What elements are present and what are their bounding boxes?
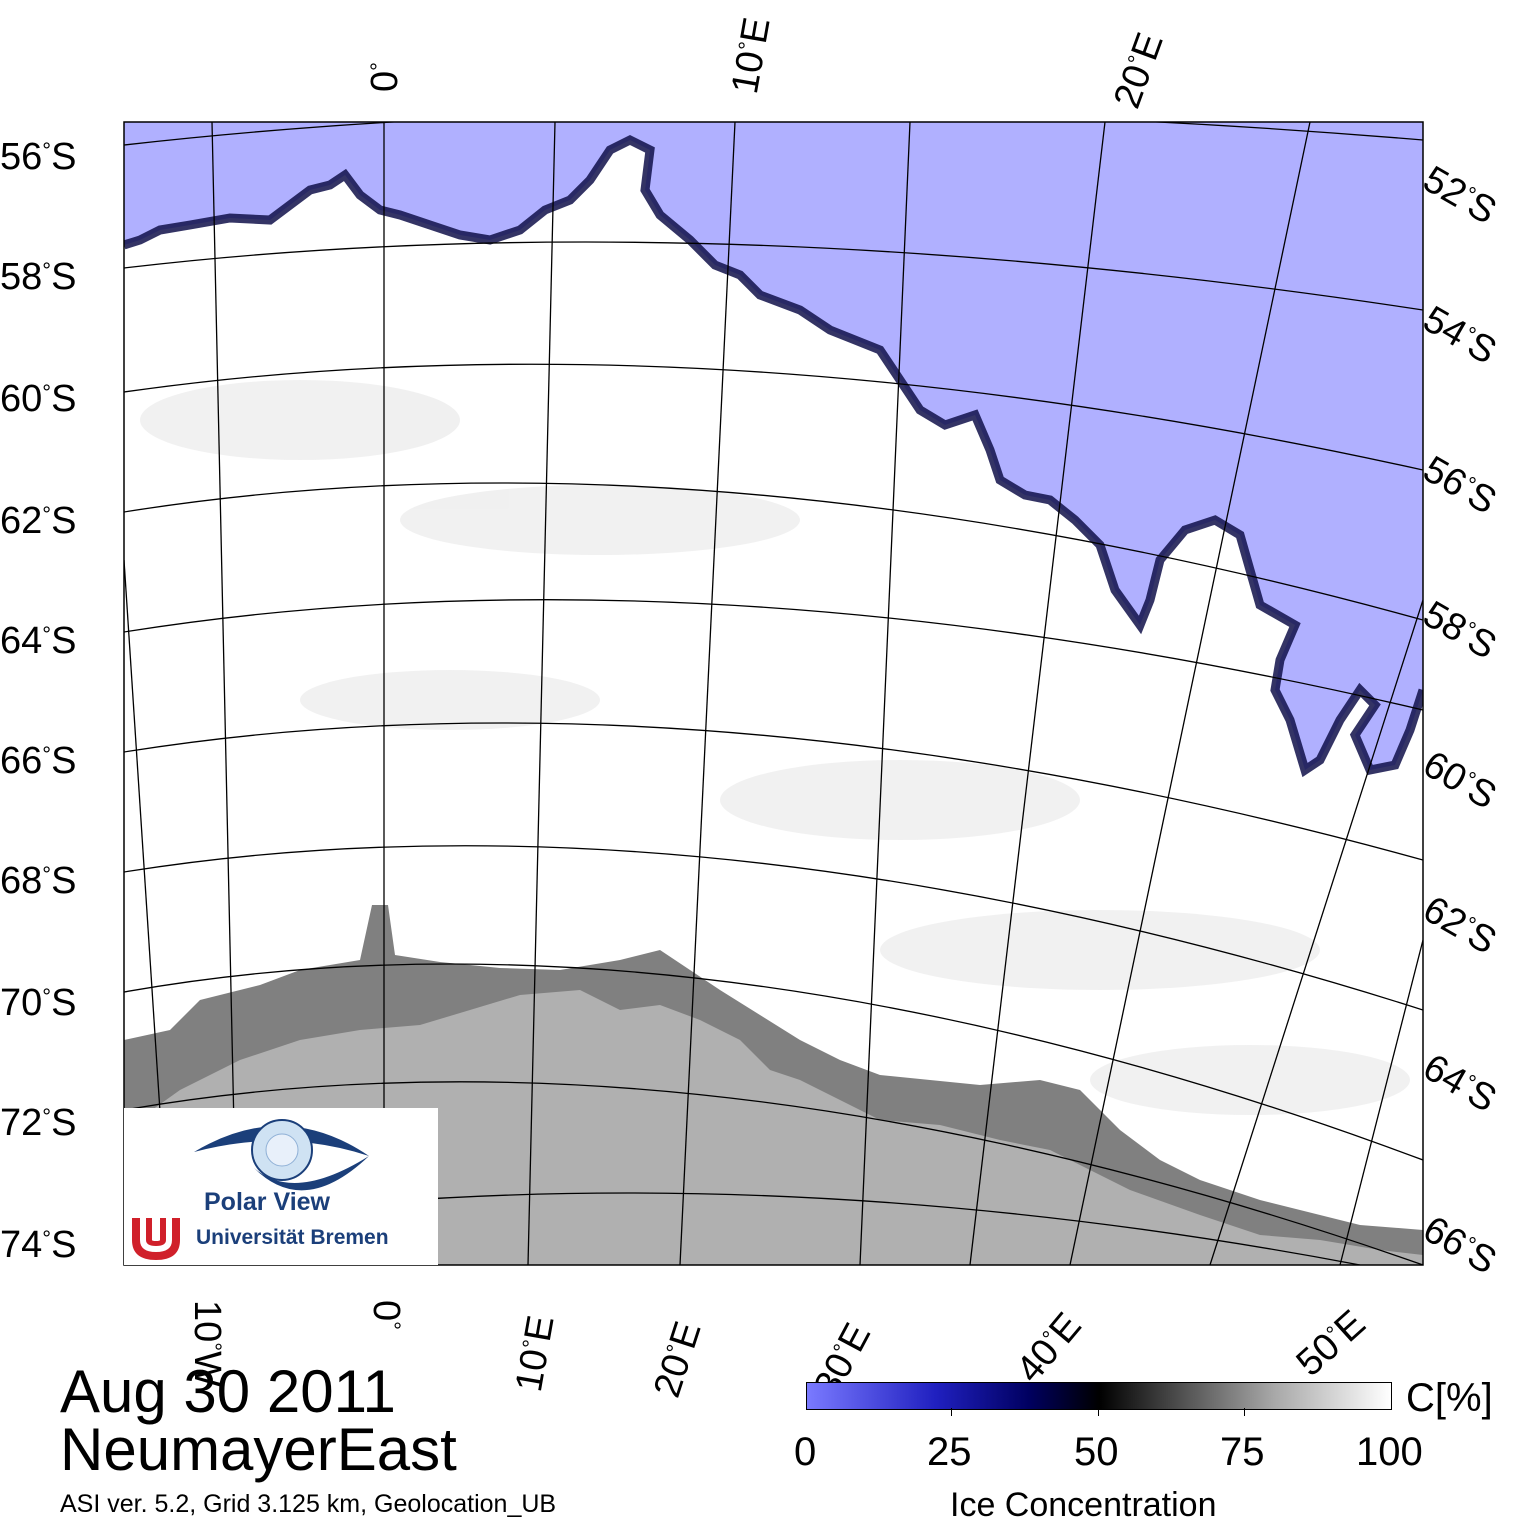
- map-frame: [123, 121, 1424, 1266]
- lat-line-72s: [124, 1081, 1423, 1265]
- university-seal-icon: [132, 1218, 180, 1260]
- degree-symbol: °: [42, 502, 52, 527]
- lat-suffix: S: [51, 620, 77, 662]
- lon-value: 0: [364, 70, 406, 92]
- lat-line-68s: [124, 845, 1423, 1011]
- lat-suffix: S: [51, 982, 77, 1024]
- degree-symbol: °: [42, 138, 52, 163]
- logo-line2: Universität Bremen: [196, 1226, 389, 1249]
- legend-tick-label: 50: [1074, 1430, 1119, 1474]
- map-region: NeumayerEast: [60, 1416, 457, 1483]
- lon-label-top-0: 0°: [364, 62, 406, 92]
- legend-unit: C[%]: [1406, 1376, 1493, 1420]
- color-bar-tick: [951, 1408, 952, 1416]
- lat-line-66s: [124, 722, 1423, 861]
- color-bar-tick: [1244, 1408, 1245, 1416]
- degree-symbol: °: [201, 1342, 226, 1352]
- lat-value: 70: [0, 982, 43, 1024]
- lat-label-left-0: 56°S: [0, 138, 76, 176]
- open-water: [124, 122, 1423, 770]
- lat-label-left-7: 70°S: [0, 984, 76, 1022]
- ice-texture: [140, 380, 1410, 1115]
- lat-value: 74: [0, 1224, 43, 1266]
- lon-value: 10: [508, 1346, 557, 1395]
- lat-line-70s: [124, 963, 1423, 1161]
- lat-value: 64: [0, 620, 43, 662]
- legend-tick-label: 0: [794, 1430, 817, 1474]
- color-bar: [806, 1382, 1392, 1410]
- lon-line-40e: [1069, 122, 1311, 1265]
- map-date: Aug 30 2011: [60, 1358, 396, 1425]
- lat-suffix: S: [51, 1224, 77, 1266]
- polar-view-logo: Polar View Universität Bremen: [124, 1108, 438, 1265]
- lat-value: 58: [0, 256, 43, 298]
- lon-line-30e: [969, 122, 1106, 1265]
- lon-line-10e: [527, 122, 556, 1265]
- lon-line-20e: [859, 122, 911, 1265]
- lat-line-62s: [124, 482, 1423, 621]
- lon-line-10w: [211, 122, 238, 1265]
- legend-title: Ice Concentration: [950, 1486, 1217, 1524]
- lat-suffix: S: [51, 740, 77, 782]
- land: [124, 990, 1423, 1265]
- degree-symbol: °: [42, 380, 52, 405]
- legend-tick-label: 25: [927, 1430, 972, 1474]
- lon-value: 10: [724, 48, 773, 97]
- lat-line-60s: [124, 363, 1423, 471]
- lon-label-bottom-1: 0°: [365, 1300, 407, 1330]
- degree-symbol: °: [42, 622, 52, 647]
- lat-value: 56: [0, 136, 43, 178]
- lat-value: 62: [0, 500, 43, 542]
- graticule: [124, 122, 1423, 1265]
- lat-suffix: S: [51, 378, 77, 420]
- lat-line-64s: [124, 599, 1423, 711]
- lat-suffix: S: [51, 136, 77, 178]
- legend-tick-label: 100: [1356, 1430, 1423, 1474]
- lat-suffix: S: [51, 256, 77, 298]
- lat-line-58s: [124, 241, 1423, 311]
- lat-label-left-9: 74°S: [0, 1226, 76, 1264]
- lat-value: 68: [0, 860, 43, 902]
- degree-symbol: °: [42, 742, 52, 767]
- lon-value: 10: [186, 1300, 228, 1343]
- eye-icon: [194, 1119, 369, 1191]
- color-bar-tick: [1098, 1408, 1099, 1416]
- degree-symbol: °: [380, 1321, 405, 1330]
- map-metadata: ASI ver. 5.2, Grid 3.125 km, Geolocation…: [60, 1490, 557, 1518]
- degree-symbol: °: [366, 62, 391, 71]
- lon-line-50e: [1209, 599, 1423, 1265]
- lat-value: 66: [0, 740, 43, 782]
- degree-symbol: °: [42, 258, 52, 283]
- lat-label-left-8: 72°S: [0, 1104, 76, 1142]
- degree-symbol: °: [42, 1104, 52, 1129]
- degree-symbol: °: [42, 862, 52, 887]
- lat-value: 72: [0, 1102, 43, 1144]
- lat-label-left-4: 64°S: [0, 622, 76, 660]
- lat-value: 60: [0, 378, 43, 420]
- ice-edge: [124, 134, 1423, 778]
- lon-line-55e: [1339, 939, 1423, 1265]
- lat-suffix: S: [51, 500, 77, 542]
- logo-line1: Polar View: [204, 1188, 330, 1216]
- lat-suffix: S: [51, 860, 77, 902]
- lat-label-left-6: 68°S: [0, 862, 76, 900]
- degree-symbol: °: [42, 1226, 52, 1251]
- lat-line-56s-52s: [124, 122, 1423, 146]
- lon-value: 0: [365, 1300, 407, 1322]
- lat-label-left-2: 60°S: [0, 380, 76, 418]
- lon-line-20e-top: [679, 122, 736, 1265]
- legend-tick-label: 75: [1220, 1430, 1265, 1474]
- lat-label-left-1: 58°S: [0, 258, 76, 296]
- lat-label-left-5: 66°S: [0, 742, 76, 780]
- lat-label-left-3: 62°S: [0, 502, 76, 540]
- lat-suffix: S: [51, 1102, 77, 1144]
- degree-symbol: °: [42, 984, 52, 1009]
